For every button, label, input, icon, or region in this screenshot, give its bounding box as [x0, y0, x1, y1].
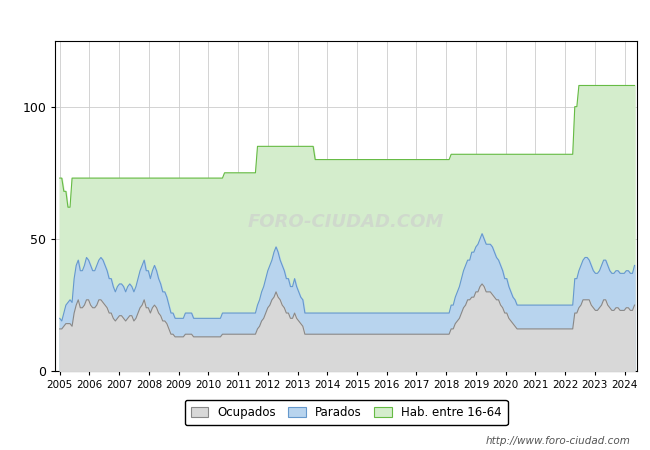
Text: http://www.foro-ciudad.com: http://www.foro-ciudad.com	[486, 436, 630, 446]
Text: FORO-CIUDAD.COM: FORO-CIUDAD.COM	[248, 213, 444, 231]
Legend: Ocupados, Parados, Hab. entre 16-64: Ocupados, Parados, Hab. entre 16-64	[185, 400, 508, 425]
Text: Fuentes de Rubielos - Evolucion de la poblacion en edad de Trabajar Mayo de 2024: Fuentes de Rubielos - Evolucion de la po…	[60, 12, 590, 25]
